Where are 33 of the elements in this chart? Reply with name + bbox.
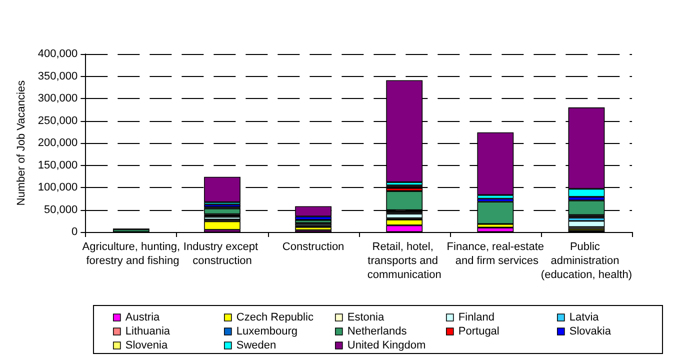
y-tick-label: 200,000	[38, 137, 78, 149]
legend-label: Luxembourg	[236, 326, 298, 338]
x-tick-label: Retail, hotel, transports and communication	[367, 241, 442, 281]
y-axis-title: Number of Job Vacancies	[16, 80, 28, 206]
legend-label: Estonia	[347, 312, 385, 324]
legend-label: Lithuania	[125, 326, 171, 338]
legend-label: Austria	[125, 312, 161, 324]
legend-label: Latvia	[569, 312, 600, 324]
bar	[386, 191, 423, 210]
x-tick-label: Construction	[282, 241, 344, 253]
bar	[295, 220, 332, 224]
legend-label: Portugal	[458, 326, 500, 338]
x-tick-label: Industry except construction	[183, 241, 262, 267]
bar	[295, 227, 332, 230]
y-tick-label: 300,000	[38, 92, 78, 104]
legend-label: Slovenia	[125, 340, 168, 352]
y-tick-label: 350,000	[38, 70, 78, 82]
bar	[204, 221, 240, 230]
legend-label: Slovakia	[569, 326, 612, 338]
y-tick-label: 100,000	[38, 182, 78, 194]
x-tick-label: Agriculture, hunting, forestry and fishing	[82, 241, 180, 267]
x-tick-label: Finance, real-estate and firm services	[446, 241, 544, 267]
y-tick-label: 150,000	[38, 159, 78, 172]
y-tick-label: 0	[72, 226, 78, 238]
legend-label: Sweden	[236, 340, 276, 352]
bar	[568, 220, 605, 228]
legend-label: Netherlands	[347, 326, 408, 338]
y-tick-label: 400,000	[38, 48, 78, 60]
legend-label: Finland	[458, 312, 494, 324]
y-tick-label: 50,000	[44, 204, 78, 216]
legend-label: Czech Republic	[236, 312, 314, 324]
y-tick-label: 250,000	[38, 114, 78, 127]
legend-label: United Kingdom	[347, 340, 426, 352]
